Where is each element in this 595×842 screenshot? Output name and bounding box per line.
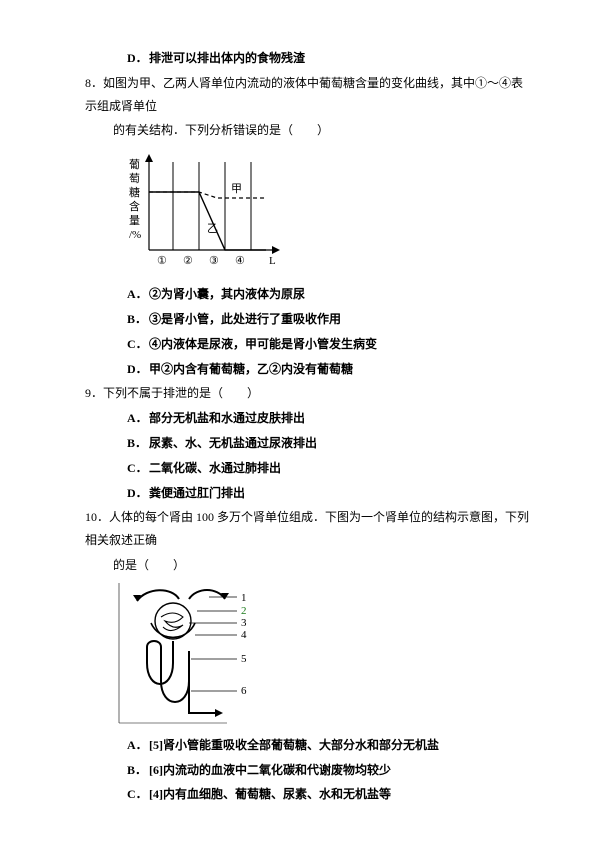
- x-axis-end: L: [269, 255, 276, 267]
- lbl-5: 5: [241, 653, 247, 665]
- ylabel-2: 糖: [129, 185, 140, 199]
- q8-stem-line2: 的有关结构．下列分析错误的是（ ）: [85, 119, 530, 142]
- q10-stem2: 的是（ ）: [85, 554, 530, 577]
- q8-stem1-text: 如图为甲、乙两人肾单位内流动的液体中葡萄糖含量的变化曲线，其中①～④表示组成肾单…: [85, 76, 523, 113]
- xtick-3: ③: [209, 255, 219, 267]
- page: D．排泄可以排出体内的食物残渣 8．如图为甲、乙两人肾单位内流动的液体中葡萄糖含…: [0, 0, 595, 838]
- q9-optA: A．部分无机盐和水通过皮肤排出: [85, 407, 530, 430]
- opt-d-label: D．: [127, 358, 149, 381]
- q8-stem2-text: 的有关结构．下列分析错误的是（ ）: [113, 123, 329, 137]
- q9-optB-text: 尿素、水、无机盐通过尿液排出: [149, 436, 317, 450]
- q9-optD: D．粪便通过肛门排出: [85, 482, 530, 505]
- xtick-4: ④: [235, 255, 245, 267]
- q9-d-label: D．: [127, 482, 149, 505]
- chart-bg: [121, 150, 286, 275]
- ylabel-3: 含: [129, 199, 140, 213]
- q10-stem1: 10．人体的每个肾由 100 多万个肾单位组成．下图为一个肾单位的结构示意图，下…: [85, 506, 530, 552]
- xtick-1: ①: [157, 255, 167, 267]
- q9-number: 9．: [85, 386, 103, 400]
- q7-optD: D．排泄可以排出体内的食物残渣: [85, 47, 530, 70]
- q7-optD-text: 排泄可以排出体内的食物残渣: [149, 51, 305, 65]
- q8-optB-text: ③是肾小管，此处进行了重吸收作用: [149, 312, 341, 326]
- q8-chart: 葡 萄 糖 含 量 /% 甲 乙 ① ② ③: [121, 150, 530, 275]
- q10-optC-text: [4]内有血细胞、葡萄糖、尿素、水和无机盐等: [149, 787, 391, 801]
- opt-c-label: C．: [127, 333, 149, 356]
- q10-stem1-text: 人体的每个肾由 100 多万个肾单位组成．下图为一个肾单位的结构示意图，下列相关…: [85, 510, 529, 547]
- q9-optB: B．尿素、水、无机盐通过尿液排出: [85, 432, 530, 455]
- q8-optD-text: 甲②内含有葡萄糖，乙②内没有葡萄糖: [149, 362, 353, 376]
- q8-optC-text: ④内液体是尿液，甲可能是肾小管发生病变: [149, 337, 377, 351]
- q8-number: 8．: [85, 76, 103, 90]
- lbl-2: 2: [241, 605, 247, 617]
- q9-b-label: B．: [127, 432, 149, 455]
- ylabel-1: 萄: [129, 172, 140, 185]
- q10-stem2-text: 的是（ ）: [113, 558, 185, 572]
- q10-number: 10．: [85, 510, 109, 524]
- q10-optA-text: [5]肾小管能重吸收全部葡萄糖、大部分水和部分无机盐: [149, 738, 439, 752]
- opt-label-d: D．: [127, 47, 149, 70]
- lbl-3: 3: [241, 617, 247, 629]
- lbl-1: 1: [241, 592, 247, 604]
- q10-optB: B．[6]内流动的血液中二氧化碳和代谢废物均较少: [85, 759, 530, 782]
- q9-stem: 9．下列不属于排泄的是（ ）: [85, 382, 530, 405]
- q9-optA-text: 部分无机盐和水通过皮肤排出: [149, 411, 305, 425]
- q10-a-label: A．: [127, 734, 149, 757]
- q10-optC: C．[4]内有血细胞、葡萄糖、尿素、水和无机盐等: [85, 783, 530, 806]
- q9-c-label: C．: [127, 457, 149, 480]
- q8-optD: D．甲②内含有葡萄糖，乙②内没有葡萄糖: [85, 358, 530, 381]
- lbl-6: 6: [241, 685, 247, 697]
- ylabel-0: 葡: [129, 158, 140, 171]
- q8-optB: B．③是肾小管，此处进行了重吸收作用: [85, 308, 530, 331]
- q9-optC: C．二氧化碳、水通过肺排出: [85, 457, 530, 480]
- nephron-diagram-svg: 1 2 3 4 5 6: [117, 581, 267, 726]
- q10-optA: A．[5]肾小管能重吸收全部葡萄糖、大部分水和部分无机盐: [85, 734, 530, 757]
- ylabel-4: 量: [129, 214, 140, 227]
- label-yi: 乙: [207, 222, 218, 235]
- ylabel-5: /%: [129, 229, 141, 241]
- label-jia: 甲: [231, 183, 242, 195]
- lbl-4: 4: [241, 629, 247, 641]
- q8-optA-text: ②为肾小囊，其内液体为原尿: [149, 287, 305, 301]
- q9-optD-text: 粪便通过肛门排出: [149, 486, 245, 500]
- q8-optC: C．④内液体是尿液，甲可能是肾小管发生病变: [85, 333, 530, 356]
- q8-stem-line1: 8．如图为甲、乙两人肾单位内流动的液体中葡萄糖含量的变化曲线，其中①～④表示组成…: [85, 72, 530, 118]
- q10-c-label: C．: [127, 783, 149, 806]
- q9-stem-text: 下列不属于排泄的是（ ）: [103, 386, 259, 400]
- opt-a-label: A．: [127, 283, 149, 306]
- xtick-2: ②: [183, 255, 193, 267]
- q9-optC-text: 二氧化碳、水通过肺排出: [149, 461, 281, 475]
- glucose-chart-svg: 葡 萄 糖 含 量 /% 甲 乙 ① ② ③: [121, 150, 286, 275]
- opt-b-label: B．: [127, 308, 149, 331]
- q10-b-label: B．: [127, 759, 149, 782]
- q10-diagram: 1 2 3 4 5 6: [117, 581, 530, 726]
- q9-a-label: A．: [127, 407, 149, 430]
- q8-optA: A．②为肾小囊，其内液体为原尿: [85, 283, 530, 306]
- q10-optB-text: [6]内流动的血液中二氧化碳和代谢废物均较少: [149, 763, 391, 777]
